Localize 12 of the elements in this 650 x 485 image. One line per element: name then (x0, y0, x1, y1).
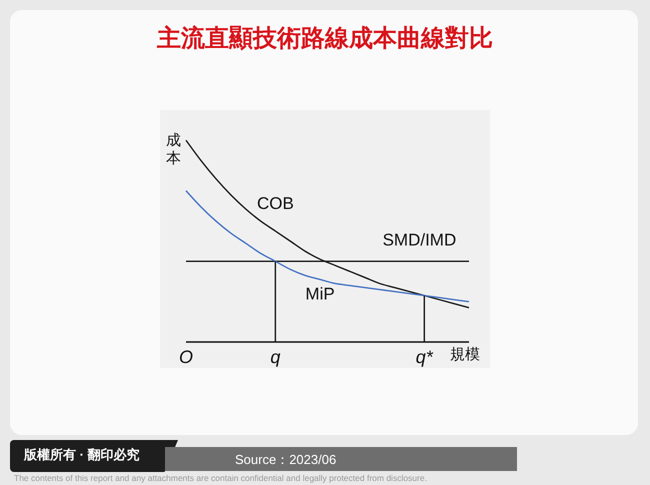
series-label: COB (256, 194, 294, 214)
source-note: Source：2023/06 (235, 451, 336, 469)
text: The contents of this report and any attachments are contain confidential and legally protected from disclosure. (14, 473, 427, 483)
chart-title: 主流直顯技術路線成本曲線對比 (156, 22, 494, 54)
text: 版權所有 · 翻印必究 (24, 446, 140, 464)
series-label: SMD/IMD (382, 230, 456, 250)
y-axis-title: 成本 (166, 132, 182, 168)
x-tick-label: q* (416, 346, 434, 367)
x-tick-label: q (270, 346, 280, 367)
x-tick-label: O (178, 346, 194, 367)
x-axis-title: 規模 (450, 345, 480, 364)
series-label: MiP (305, 284, 335, 304)
